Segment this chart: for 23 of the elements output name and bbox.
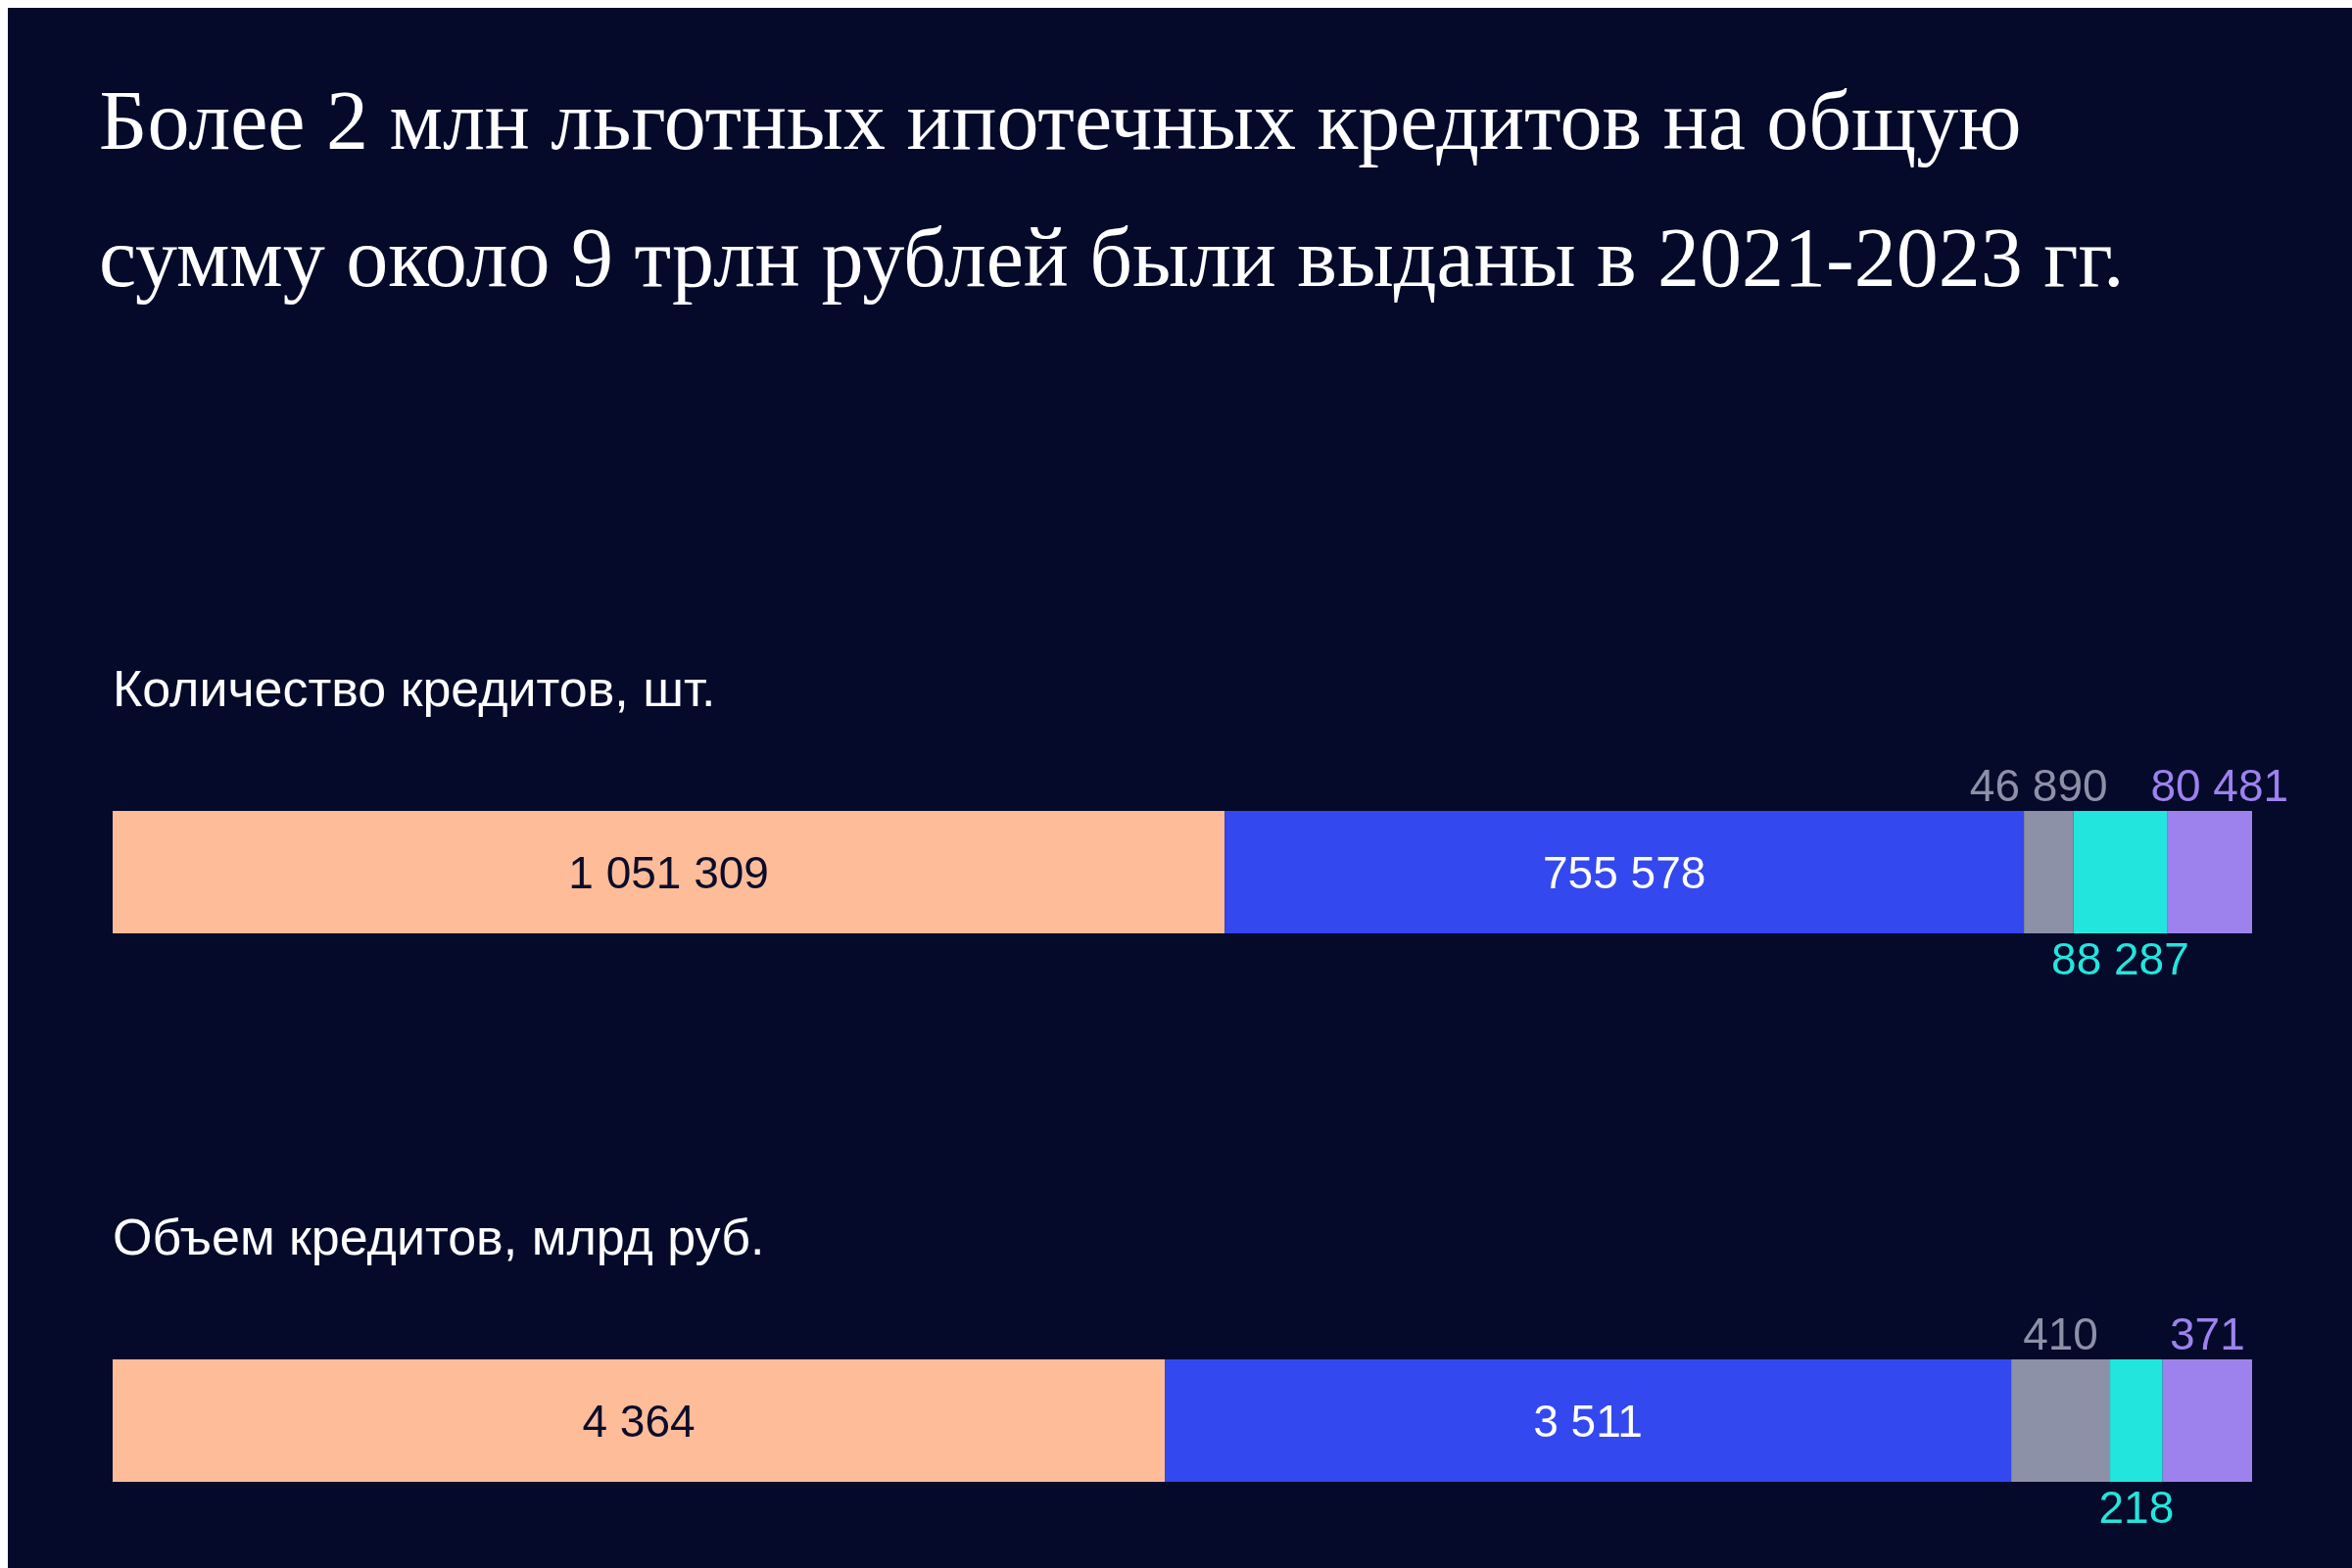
data-label: 371 [2169, 1308, 2245, 1359]
data-label: 46 890 [1969, 760, 2108, 811]
data-label: 88 287 [2051, 933, 2189, 984]
bar [2024, 811, 2074, 933]
bar [2167, 811, 2252, 933]
bar [2110, 1359, 2163, 1482]
bar [2162, 1359, 2252, 1482]
data-label: 4 364 [582, 1395, 696, 1447]
bar [113, 811, 1225, 933]
bar [2073, 811, 2168, 933]
chart-subtitle: Объем кредитов, млрд руб. [113, 1208, 766, 1266]
chart-subtitle: Количество кредитов, шт. [113, 659, 717, 718]
bar [1165, 1359, 2012, 1482]
bar [2011, 1359, 2111, 1482]
data-label: 755 578 [1543, 846, 1706, 898]
chart-title: Более 2 млн льготных ипотечных кредитов на общую сумму около 9 трлн рублей были выданы в 2021-2023 гг. [99, 72, 2126, 307]
data-label: 410 [2023, 1308, 2098, 1359]
data-label: 80 481 [2150, 760, 2289, 811]
data-label: 1 051 309 [568, 846, 769, 898]
data-label: 3 511 [1533, 1395, 1643, 1447]
data-label: 218 [2098, 1482, 2175, 1533]
bar [113, 1359, 1166, 1482]
bar [1224, 811, 2025, 933]
